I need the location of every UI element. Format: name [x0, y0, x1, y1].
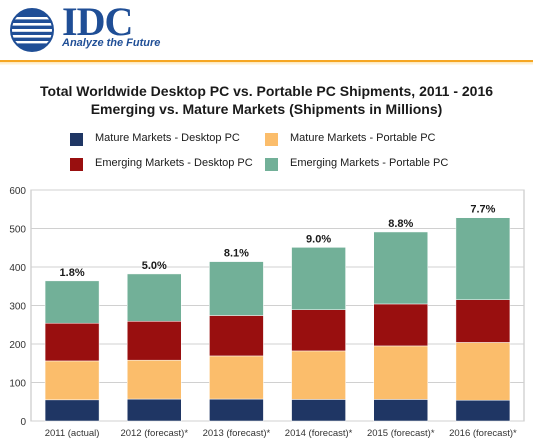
bar-segment: [127, 398, 182, 422]
bar-segment: [209, 398, 264, 422]
bar-segment: [291, 399, 346, 422]
legend-label: Emerging Markets - Desktop PC: [95, 157, 253, 169]
y-tick-label: 500: [9, 225, 26, 236]
bar-segment: [44, 360, 100, 401]
data-label: 9.0%: [306, 233, 331, 245]
chart-title: Total Worldwide Desktop PC vs. Portable …: [39, 83, 494, 99]
bar-segment: [209, 315, 264, 357]
bar-segment: [127, 321, 182, 361]
bar-segment: [44, 280, 100, 324]
data-label: 5.0%: [142, 260, 167, 272]
data-label: 8.1%: [224, 248, 249, 260]
bar-segment: [291, 350, 346, 400]
bar-segment: [127, 359, 182, 400]
x-tick-label: 2016 (forecast)*: [449, 428, 517, 439]
bar-segment: [455, 217, 511, 300]
idc-globe-logo-icon: [10, 8, 54, 52]
y-tick-label: 0: [20, 417, 26, 428]
data-label: 7.7%: [470, 204, 495, 216]
bar-segment: [373, 399, 428, 422]
bar-segment: [373, 303, 428, 347]
legend-swatch: [70, 158, 83, 171]
bar-segment: [127, 273, 182, 322]
header: IDC Analyze the Future: [0, 0, 533, 60]
y-tick-label: 200: [9, 340, 26, 351]
bar-segment: [455, 299, 511, 343]
y-tick-label: 300: [9, 302, 26, 313]
bar-segment: [209, 355, 264, 400]
tagline: Analyze the Future: [62, 37, 161, 49]
bar-segment: [209, 261, 264, 316]
bar-segment: [291, 247, 346, 310]
y-tick-label: 600: [9, 186, 26, 197]
x-tick-label: 2014 (forecast)*: [285, 428, 353, 439]
x-tick-label: 2015 (forecast)*: [367, 428, 435, 439]
x-tick-label: 2012 (forecast)*: [120, 428, 188, 439]
data-label: 1.8%: [60, 267, 85, 279]
legend-swatch: [70, 133, 83, 146]
header-divider: [0, 60, 533, 65]
bar-segment: [455, 399, 511, 422]
bar-segment: [373, 231, 428, 305]
y-tick-label: 400: [9, 263, 26, 274]
legend-label: Emerging Markets - Portable PC: [290, 157, 449, 169]
bar-segment: [44, 399, 100, 422]
legend-swatch: [265, 158, 278, 171]
bar-segment: [44, 322, 100, 362]
bar-segment: [291, 309, 346, 352]
x-tick-label: 2013 (forecast)*: [203, 428, 271, 439]
bar-segment: [373, 345, 428, 400]
logo-text: IDC: [62, 0, 133, 44]
y-tick-label: 100: [9, 379, 26, 390]
legend-label: Mature Markets - Portable PC: [290, 132, 436, 144]
x-tick-label: 2011 (actual): [45, 428, 100, 439]
bar-segment: [455, 342, 511, 401]
legend-swatch: [265, 133, 278, 146]
chart-subtitle: Emerging vs. Mature Markets (Shipments i…: [90, 101, 443, 117]
legend-label: Mature Markets - Desktop PC: [95, 132, 240, 144]
data-label: 8.8%: [388, 218, 413, 230]
